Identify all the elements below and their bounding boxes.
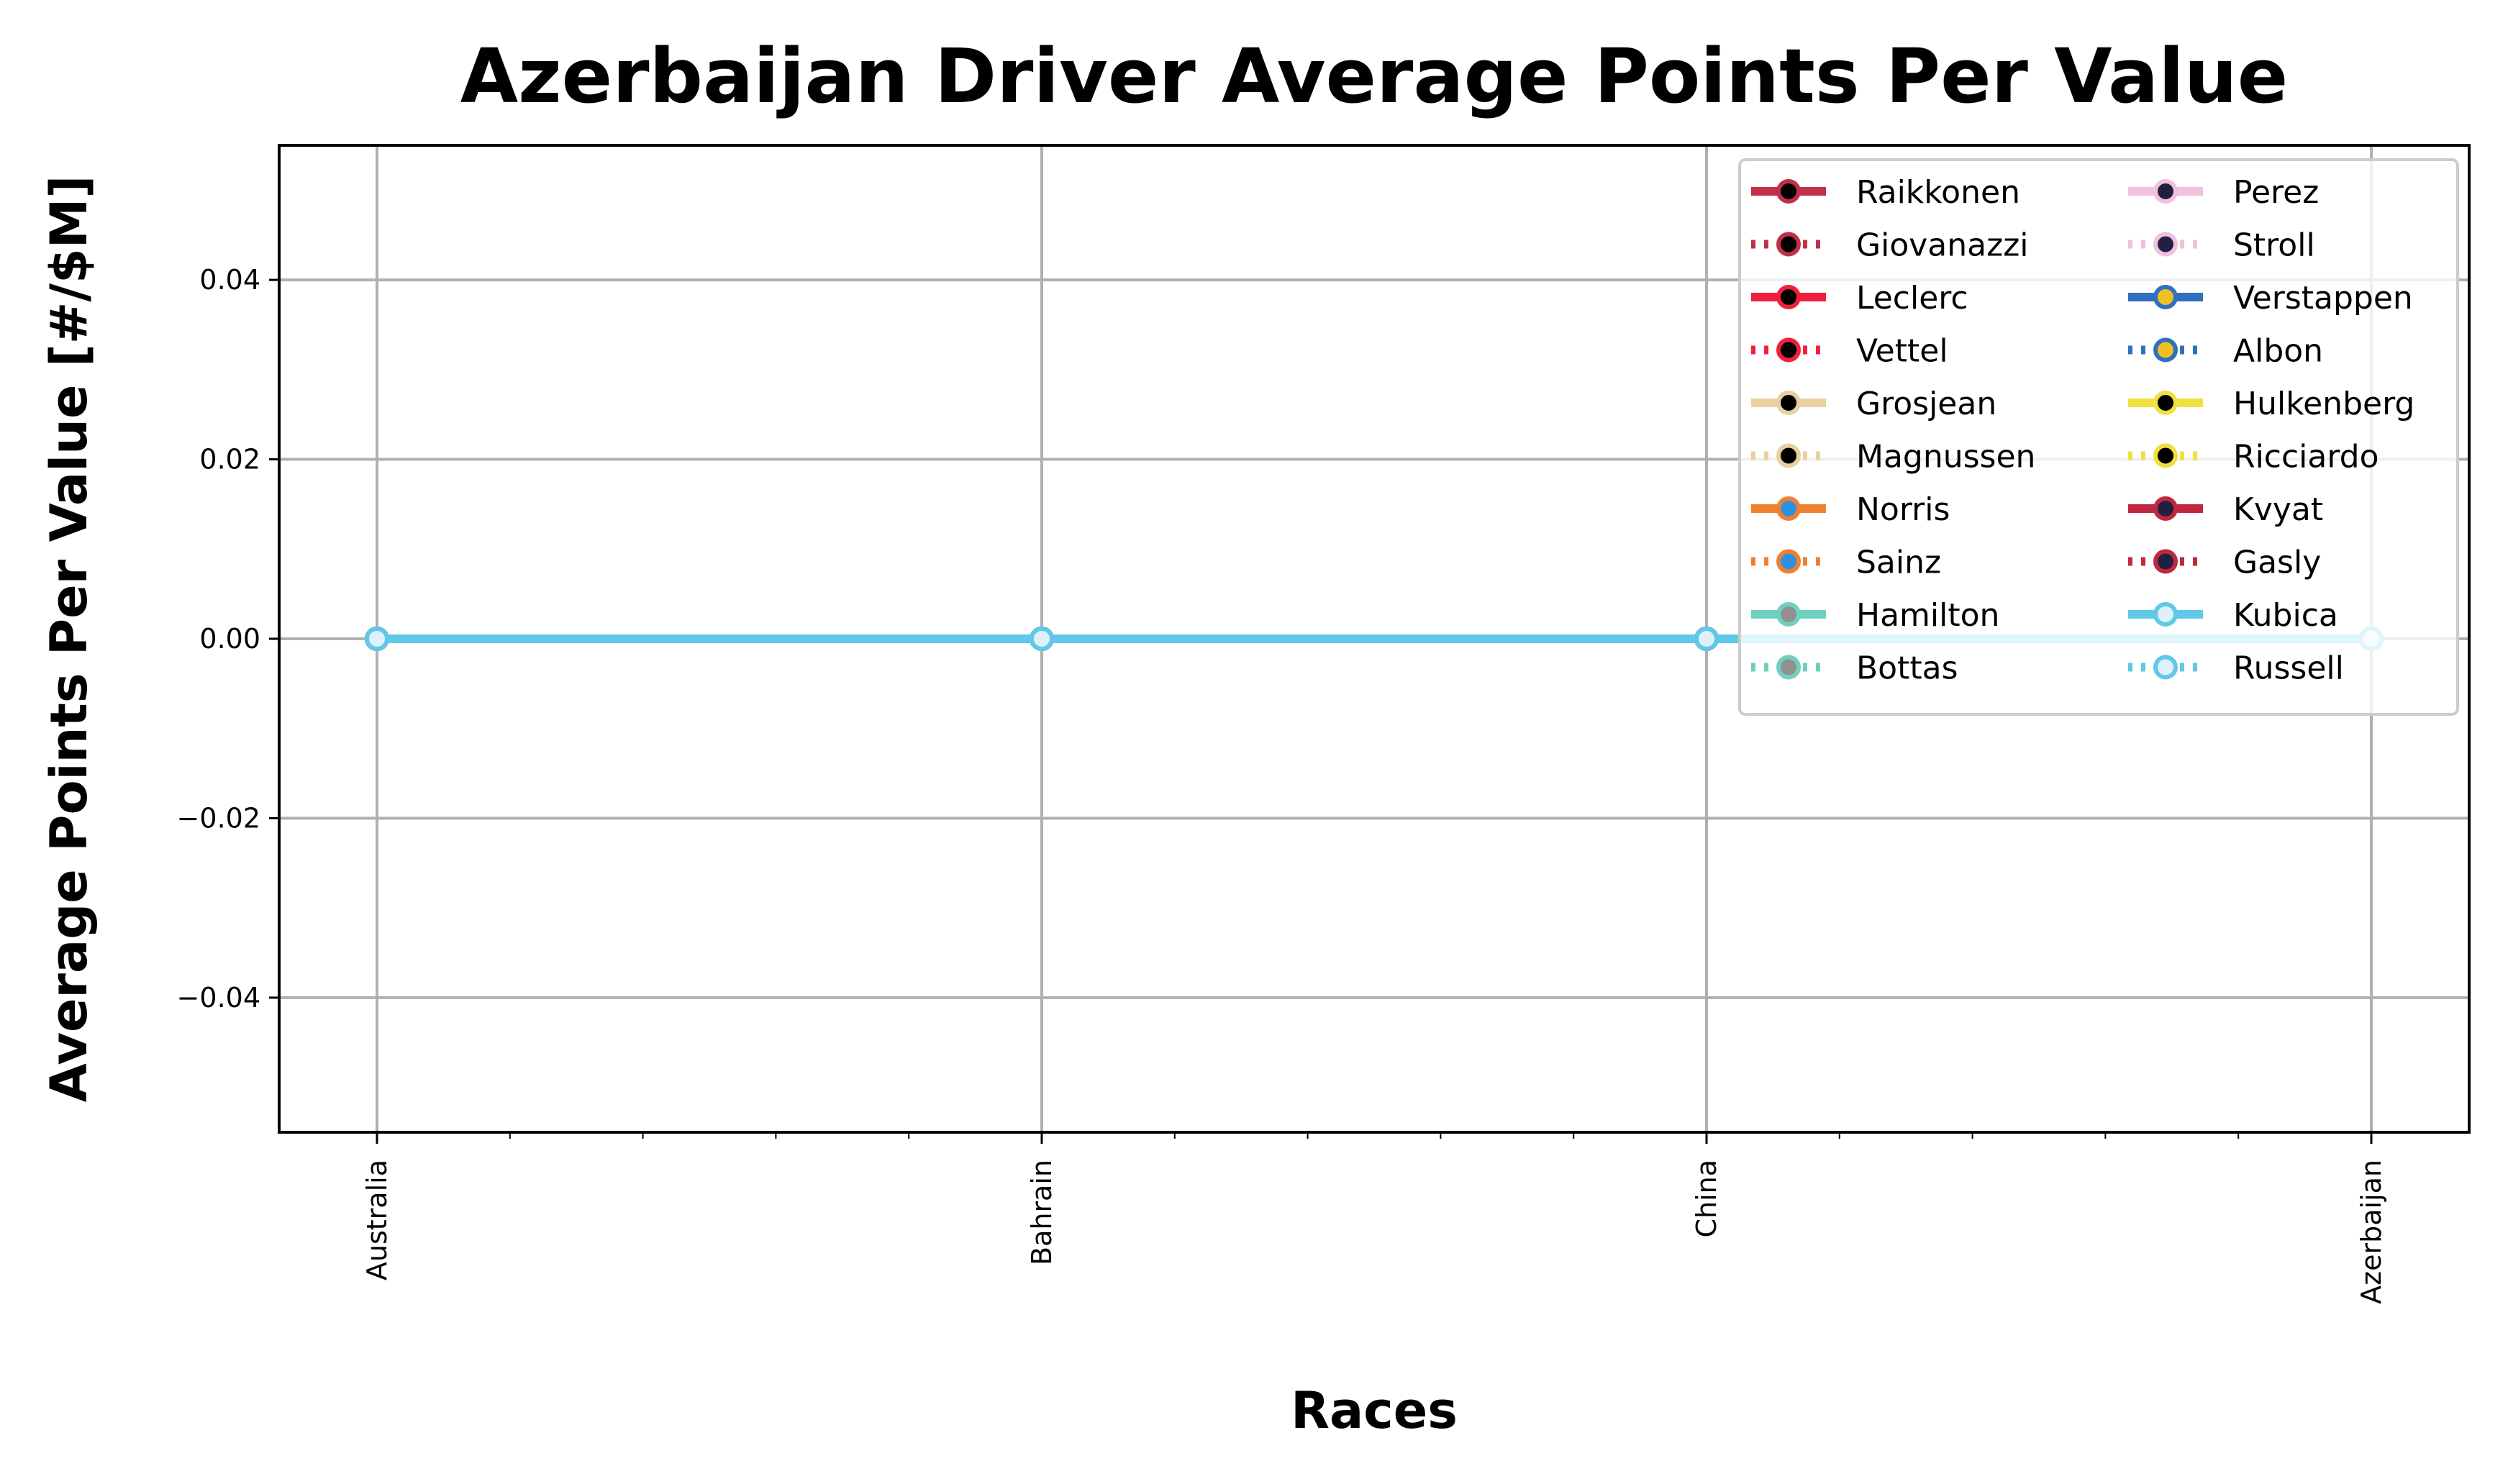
y-tick-label: −0.04 [177, 982, 260, 1014]
legend-marker [1776, 655, 1801, 680]
legend: Raikkonen Giovanazzi Leclerc Vettel Grosjean… [1738, 158, 2459, 716]
legend-label: Stroll [2233, 227, 2315, 264]
legend-marker [2153, 602, 2178, 627]
x-tick-label: China [1691, 1160, 1722, 1238]
legend-marker [1776, 285, 1801, 309]
legend-marker [2153, 391, 2178, 415]
series-marker [1694, 627, 1719, 651]
legend-label: Perez [2233, 174, 2319, 211]
axis-layer: −0.04 −0.02 0.00 0.02 0.04 Australia Bahrain Ch… [177, 264, 2387, 1304]
legend-label: Albon [2233, 333, 2323, 370]
legend-marker [2153, 549, 2178, 574]
legend-marker [1776, 496, 1801, 521]
series-marker [1030, 627, 1054, 651]
legend-marker [2153, 337, 2178, 363]
legend-label: Giovanazzi [1856, 227, 2029, 264]
x-tick-label: Bahrain [1026, 1160, 1058, 1265]
y-tick-label: 0.02 [199, 444, 260, 475]
legend-label: Leclerc [1856, 280, 1968, 317]
legend-label: Russell [2233, 650, 2344, 687]
legend-label: Ricciardo [2233, 439, 2379, 475]
legend-label: Kvyat [2233, 491, 2323, 528]
legend-box [1738, 158, 2459, 716]
legend-label: Hamilton [1856, 597, 1999, 634]
legend-label: Magnussen [1856, 439, 2035, 475]
y-tick-label: −0.02 [177, 802, 260, 834]
legend-label: Bottas [1856, 650, 1958, 687]
y-axis-label: Average Points Per Value [#/$M] [40, 176, 99, 1103]
legend-marker [1776, 337, 1801, 363]
legend-marker [1776, 549, 1801, 574]
legend-label: Grosjean [1856, 386, 1996, 422]
legend-marker [2153, 655, 2178, 680]
x-tick-label: Azerbaijan [2355, 1160, 2387, 1304]
legend-marker [1776, 232, 1801, 257]
legend-label: Gasly [2233, 545, 2321, 581]
legend-marker [1776, 443, 1801, 468]
legend-marker [2153, 285, 2178, 309]
legend-marker [2153, 179, 2178, 204]
y-tick-label: 0.04 [199, 264, 260, 296]
x-tick-label: Australia [361, 1160, 393, 1280]
legend-marker [1776, 602, 1801, 627]
legend-marker [2153, 443, 2178, 468]
legend-label: Sainz [1856, 545, 1941, 581]
series-marker [365, 627, 389, 651]
legend-label: Kubica [2233, 597, 2338, 634]
legend-marker [2153, 232, 2178, 257]
legend-marker [1776, 179, 1801, 204]
legend-label: Verstappen [2233, 280, 2413, 317]
legend-label: Raikkonen [1856, 174, 2020, 211]
legend-label: Vettel [1856, 333, 1948, 370]
x-axis-label: Races [1291, 1381, 1458, 1440]
legend-marker [2153, 496, 2178, 521]
legend-marker [1776, 391, 1801, 415]
chart-title: Azerbaijan Driver Average Points Per Val… [460, 32, 2289, 120]
y-tick-label: 0.00 [199, 623, 260, 655]
legend-label: Norris [1856, 491, 1950, 528]
legend-label: Hulkenberg [2233, 386, 2414, 422]
